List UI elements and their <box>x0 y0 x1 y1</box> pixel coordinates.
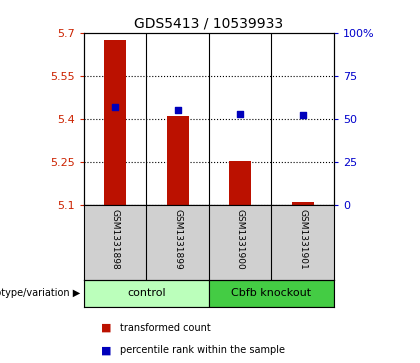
Text: Cbfb knockout: Cbfb knockout <box>231 288 312 298</box>
Bar <box>84 280 209 307</box>
Text: ■: ■ <box>101 323 111 333</box>
Bar <box>229 161 251 205</box>
Text: control: control <box>127 288 166 298</box>
Point <box>237 111 244 117</box>
Text: GSM1331901: GSM1331901 <box>298 209 307 270</box>
Text: GSM1331899: GSM1331899 <box>173 209 182 270</box>
Point <box>299 113 306 118</box>
Bar <box>209 280 334 307</box>
Bar <box>167 116 189 205</box>
Point <box>174 107 181 113</box>
Bar <box>104 40 126 205</box>
Text: GSM1331898: GSM1331898 <box>111 209 120 270</box>
Text: transformed count: transformed count <box>120 323 210 333</box>
Text: GSM1331900: GSM1331900 <box>236 209 245 270</box>
Text: percentile rank within the sample: percentile rank within the sample <box>120 345 285 355</box>
Text: genotype/variation ▶: genotype/variation ▶ <box>0 288 80 298</box>
Point <box>112 104 118 110</box>
Title: GDS5413 / 10539933: GDS5413 / 10539933 <box>134 16 284 30</box>
Bar <box>292 201 314 205</box>
Text: ■: ■ <box>101 345 111 355</box>
